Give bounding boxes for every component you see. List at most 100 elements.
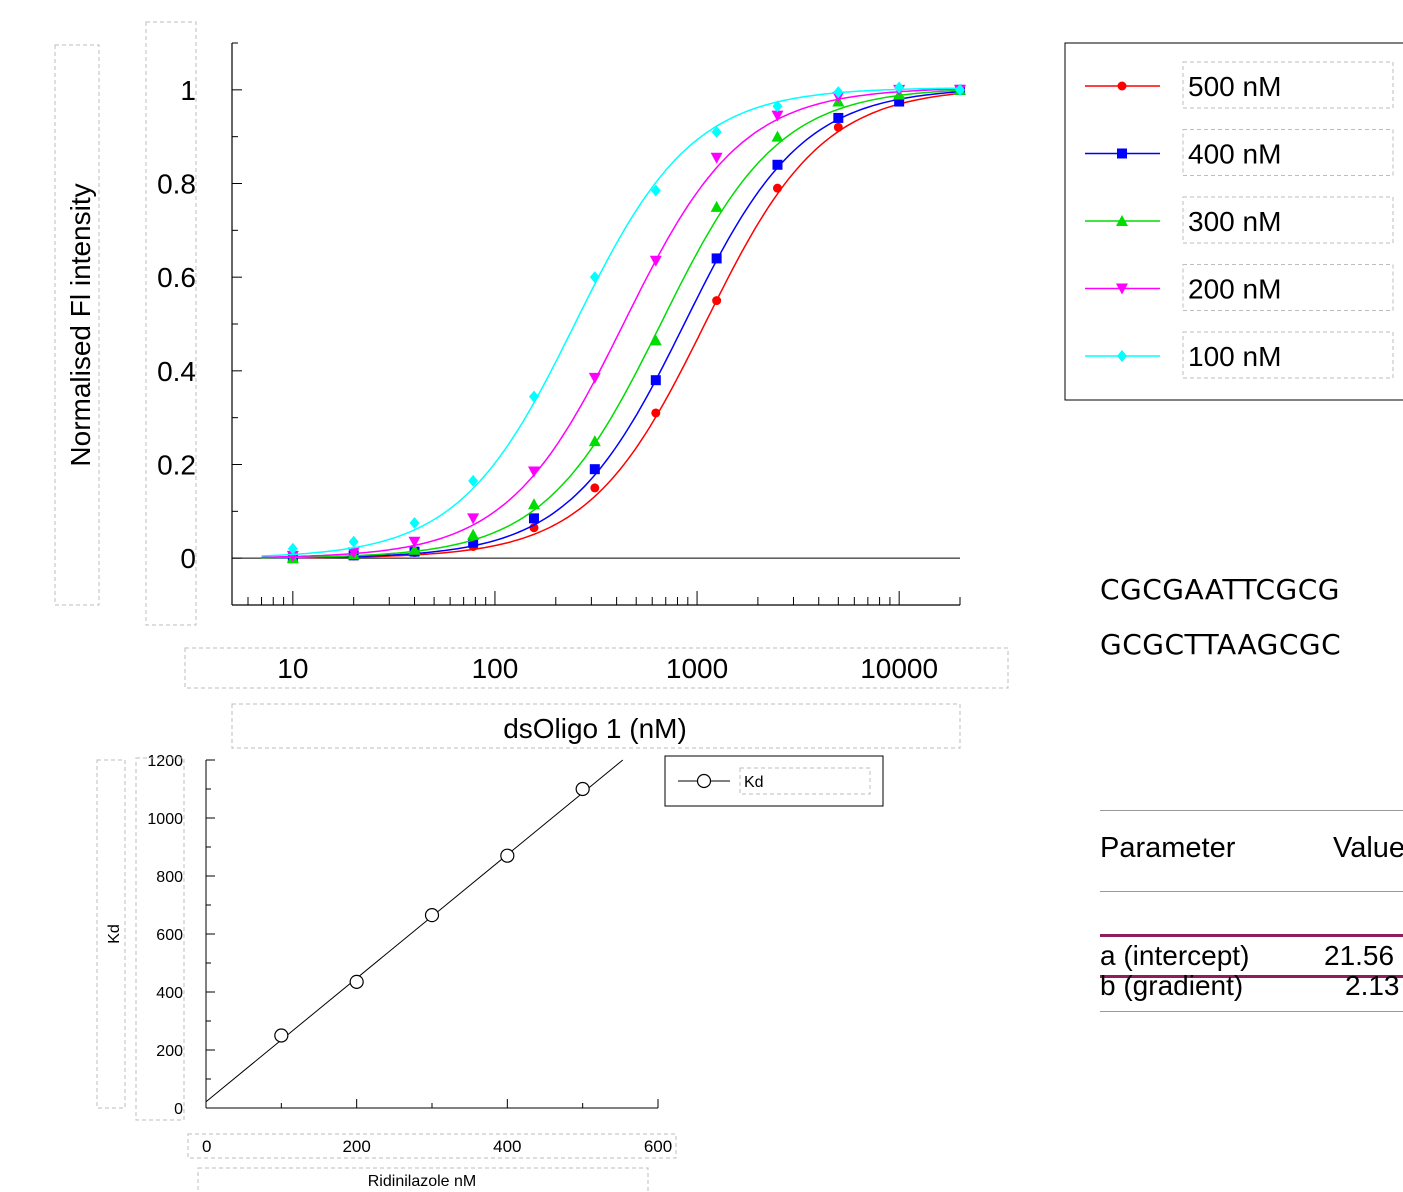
sequence-bottom-strand: GCGCTTAAGCGC (1100, 628, 1342, 661)
y-tick-label: 0.4 (157, 356, 196, 387)
kd-x-axis-title: Ridinilazole nM (368, 1173, 477, 1190)
highlight-box (1100, 934, 1403, 978)
kd-y-tick-label: 800 (156, 869, 183, 886)
data-point (527, 498, 540, 510)
data-point (589, 271, 600, 284)
legend-label-box (1182, 61, 1394, 109)
legend-marker (1117, 350, 1127, 362)
series-curve-1 (261, 90, 961, 559)
kd-x-tick-label: 400 (493, 1137, 521, 1156)
kd-y-tick-labels-box (135, 757, 185, 1121)
data-point (710, 152, 723, 164)
table-header-value: Value (1333, 832, 1403, 864)
data-point (833, 122, 843, 132)
legend-label: 100 nM (1188, 341, 1281, 372)
x-tick-labels-box (184, 647, 1009, 689)
x-axis-title-box (231, 703, 961, 749)
data-point (894, 96, 905, 107)
table-rule-bottom (1100, 1011, 1403, 1012)
kd-y-tick-label: 1200 (147, 753, 183, 770)
legend-marker (1116, 215, 1128, 226)
data-point (467, 513, 480, 525)
table-rule-header (1100, 891, 1403, 892)
kd-x-tick-label: 200 (342, 1137, 370, 1156)
legend-label: 400 nM (1188, 139, 1281, 170)
table-row-b-value: 2.13 (1345, 970, 1400, 1001)
x-tick-label: 10000 (860, 653, 938, 684)
y-tick-label: 0.8 (157, 169, 196, 200)
kd-y-tick-label: 400 (156, 985, 183, 1002)
data-point (772, 183, 782, 193)
data-point (955, 83, 965, 96)
kd-y-tick-label: 600 (156, 927, 183, 944)
data-point (711, 253, 722, 264)
x-tick-label: 100 (472, 653, 519, 684)
x-tick-label: 10 (277, 653, 308, 684)
kd-x-tick-label: 0 (202, 1137, 211, 1156)
data-point (833, 86, 844, 99)
kd-fit-line (205, 759, 624, 1103)
y-tick-label: 0.2 (157, 450, 196, 481)
table-header-parameter: Parameter (1100, 832, 1236, 864)
table-row-b-parameter: b (gradient) (1100, 970, 1244, 1001)
legend-label: 300 nM (1188, 206, 1281, 237)
table-rule-top (1100, 810, 1403, 811)
data-point (710, 200, 723, 212)
kd-data-point (274, 1028, 289, 1043)
data-point (467, 528, 480, 540)
legend-label-box (1182, 331, 1394, 379)
kd-x-tick-label: 600 (644, 1137, 672, 1156)
data-point (590, 483, 600, 493)
data-point (894, 81, 905, 94)
kd-y-tick-label: 0 (174, 1101, 183, 1118)
data-point (347, 547, 360, 559)
data-point (287, 542, 298, 555)
data-point (772, 159, 783, 170)
data-point (711, 125, 722, 138)
data-point (408, 543, 421, 555)
data-point (589, 464, 600, 475)
series-curve-2 (261, 89, 961, 559)
legend-marker (1116, 283, 1128, 295)
series-curve-0 (261, 92, 961, 559)
data-point (650, 184, 661, 197)
kd-y-axis-title: Kd (106, 924, 123, 944)
data-point (651, 408, 661, 418)
data-point (649, 334, 662, 346)
legend-marker (1117, 81, 1127, 91)
data-point (650, 375, 661, 386)
y-tick-label: 0 (180, 543, 196, 574)
kd-data-point (424, 908, 440, 923)
data-point (712, 296, 722, 306)
data-point (468, 537, 479, 548)
data-point (408, 536, 421, 548)
y-tick-label: 1 (180, 75, 196, 106)
data-point (588, 435, 601, 447)
kd-x-axis-title-box (197, 1167, 649, 1192)
legend-marker (1117, 148, 1127, 159)
kd-data-point (500, 848, 515, 863)
data-point (588, 372, 601, 384)
series-curve-3 (261, 88, 961, 558)
kd-x-tick-labels-box (187, 1133, 677, 1159)
sequence-top-strand: CGCGAATTCGCG (1100, 573, 1340, 606)
y-tick-labels-box (145, 21, 197, 626)
kd-legend-label: Kd (744, 774, 764, 791)
y-tick-label: 0.6 (157, 262, 196, 293)
data-point (771, 130, 784, 142)
data-point (348, 535, 359, 548)
kd-legend-label-box (739, 767, 871, 795)
kd-y-tick-label: 1000 (147, 811, 183, 828)
data-point (528, 390, 539, 403)
data-point (772, 100, 783, 113)
y-axis-title-box (54, 44, 100, 606)
table-row-a-value: 21.56 (1324, 940, 1395, 971)
legend-label-box (1182, 129, 1394, 176)
kd-y-tick-label: 200 (156, 1043, 183, 1060)
table-row-a-parameter: a (intercept) (1100, 940, 1250, 971)
data-point (771, 110, 784, 122)
legend-label-box (1182, 196, 1394, 244)
data-point (527, 466, 540, 478)
series-curve-4 (261, 87, 961, 557)
